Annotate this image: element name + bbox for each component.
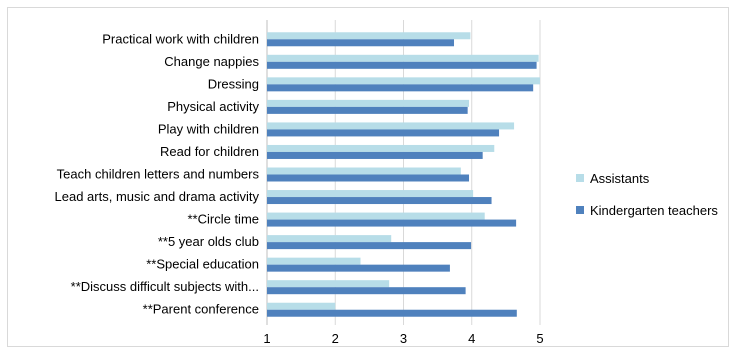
bar-kindergarten-teachers (267, 129, 500, 137)
legend-swatch (576, 174, 584, 182)
bar-assistants (267, 257, 361, 265)
category-label: **5 year olds club (158, 234, 259, 249)
bar-kindergarten-teachers (267, 84, 534, 92)
bar-kindergarten-teachers (267, 287, 466, 295)
bar-assistants (267, 280, 390, 288)
bar-assistants (267, 167, 461, 175)
legend-swatch (576, 206, 584, 214)
bar-kindergarten-teachers (267, 197, 492, 205)
legend-label: Kindergarten teachers (590, 202, 718, 218)
bar-kindergarten-teachers (267, 242, 472, 250)
bar-assistants (267, 235, 392, 243)
category-label: **Circle time (187, 212, 259, 227)
category-label: Change nappies (164, 54, 259, 69)
category-label: Play with children (158, 121, 259, 136)
category-label: **Discuss difficult subjects with... (71, 279, 259, 294)
bar-assistants (267, 212, 485, 220)
category-label: Lead arts, music and drama activity (55, 189, 260, 204)
category-label: Dressing (208, 76, 259, 91)
category-label: Physical activity (167, 99, 259, 114)
bar-kindergarten-teachers (267, 61, 537, 69)
bar-kindergarten-teachers (267, 264, 450, 272)
legend: Assistants Kindergarten teachers (576, 169, 718, 233)
chart-frame: Practical work with children Change nappi… (7, 7, 729, 347)
category-label: **Parent conference (143, 302, 259, 317)
category-label: **Special education (146, 257, 259, 272)
bar-assistants (267, 99, 470, 107)
bar-assistants (267, 77, 540, 85)
bar-kindergarten-teachers (267, 151, 483, 159)
category-label: Read for children (160, 144, 259, 159)
bar-assistants (267, 144, 495, 152)
x-tick-label: 4 (468, 331, 475, 346)
x-axis-ticks: 1 2 3 4 5 (263, 331, 543, 346)
category-labels: Practical work with children Change nappi… (55, 31, 260, 316)
bar-assistants (267, 190, 474, 198)
bars (267, 32, 540, 317)
category-label: Practical work with children (102, 31, 259, 46)
bar-kindergarten-teachers (267, 106, 468, 114)
bar-kindergarten-teachers (267, 39, 455, 47)
legend-item: Assistants (576, 169, 718, 187)
bar-assistants (267, 122, 515, 130)
x-tick-label: 1 (263, 331, 270, 346)
bar-chart: Practical work with children Change nappi… (55, 20, 544, 346)
x-tick-label: 2 (332, 331, 339, 346)
bar-assistants (267, 32, 471, 40)
bar-kindergarten-teachers (267, 309, 517, 317)
bar-kindergarten-teachers (267, 219, 517, 227)
category-label: Teach children letters and numbers (57, 167, 260, 182)
bar-assistants (267, 54, 539, 62)
legend-label: Assistants (590, 170, 650, 186)
x-tick-label: 5 (536, 331, 543, 346)
legend-item: Kindergarten teachers (576, 201, 718, 219)
bar-kindergarten-teachers (267, 174, 470, 182)
bar-assistants (267, 302, 336, 310)
x-tick-label: 3 (400, 331, 407, 346)
